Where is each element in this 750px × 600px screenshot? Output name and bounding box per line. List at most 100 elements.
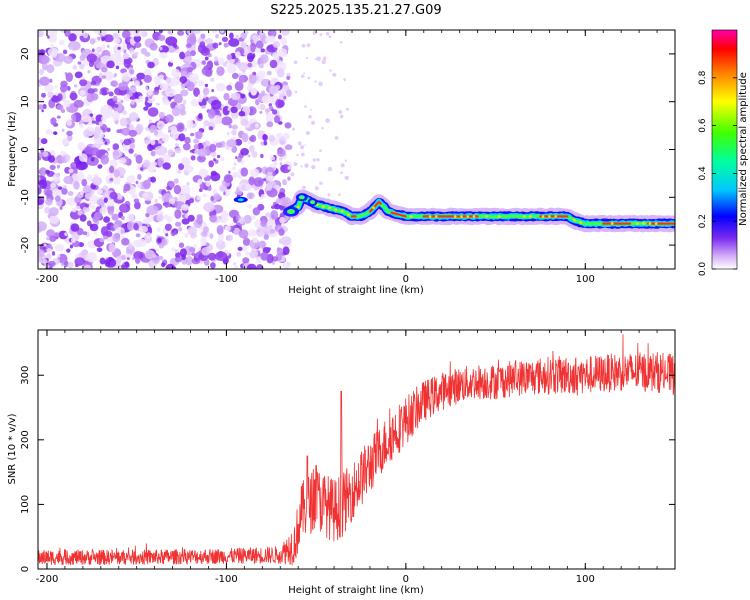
noise-blob [144, 51, 151, 57]
noise-blob [269, 85, 279, 95]
noise-blob [249, 42, 257, 53]
noise-speck [294, 90, 298, 94]
spectrogram-x-tick-label: 0 [403, 274, 409, 285]
noise-blob [177, 30, 185, 36]
noise-blob [212, 42, 219, 49]
noise-blob [139, 167, 144, 171]
noise-blob [256, 105, 262, 110]
noise-blob [158, 140, 163, 144]
noise-blob [169, 198, 176, 205]
noise-blob [159, 52, 168, 59]
snr-x-tick-label: -100 [215, 574, 238, 585]
noise-blob [69, 244, 73, 249]
noise-blob [236, 251, 241, 257]
colorbar-tick-label: 0.4 [698, 166, 708, 181]
noise-blob [279, 157, 283, 161]
noise-blob [101, 36, 105, 42]
noise-blob [128, 242, 133, 250]
noise-blob [109, 191, 118, 200]
noise-blob [45, 169, 50, 175]
noise-blob [97, 164, 103, 169]
noise-blob [255, 256, 262, 264]
noise-blob [256, 264, 264, 269]
noise-blob [101, 66, 108, 73]
noise-blob [222, 62, 228, 67]
noise-blob [106, 60, 115, 69]
signal-onset-core [287, 209, 296, 215]
noise-blob [96, 247, 103, 252]
snr-x-tick-label: 0 [403, 574, 409, 585]
noise-blob [260, 48, 266, 53]
noise-blob [213, 193, 221, 201]
noise-blob [161, 133, 170, 143]
noise-blob [50, 182, 56, 189]
noise-blob [120, 139, 123, 144]
noise-blob [134, 51, 139, 56]
noise-speck [301, 44, 306, 48]
noise-blob [269, 225, 273, 229]
noise-blob [227, 107, 231, 111]
noise-speck [319, 149, 322, 152]
noise-blob [286, 75, 291, 81]
noise-blob [133, 222, 139, 231]
noise-blob [210, 77, 215, 82]
noise-blob [209, 215, 218, 223]
noise-blob [69, 46, 73, 51]
noise-blob [121, 235, 125, 239]
signal-peak [654, 222, 658, 225]
noise-speck [327, 166, 333, 172]
noise-blob [101, 115, 107, 123]
noise-blob [38, 176, 41, 181]
snr-panel: -200 -100 0 100 0 100 200 300 Height of straigh… [7, 329, 676, 596]
noise-blob [197, 80, 205, 87]
noise-blob [260, 197, 263, 200]
noise-blob [104, 141, 108, 145]
noise-blob [196, 154, 206, 163]
noise-speck [303, 72, 305, 75]
noise-blob [204, 83, 209, 88]
noise-blob [211, 30, 217, 34]
noise-blob [227, 132, 230, 136]
noise-blob [201, 105, 206, 109]
noise-speck [287, 166, 292, 170]
noise-blob [263, 228, 270, 237]
spectrogram-y-tick-label: -20 [20, 237, 31, 253]
signal-peak [435, 215, 438, 218]
colorbar-tick-label: 0.8 [698, 70, 708, 85]
noise-blob [154, 145, 168, 156]
noise-blob [178, 242, 185, 248]
noise-blob [246, 192, 255, 200]
noise-blob [81, 178, 88, 187]
noise-blob [73, 99, 84, 108]
noise-blob [78, 121, 83, 125]
noise-blob [56, 164, 61, 169]
noise-blob [178, 163, 185, 171]
signal-peak [347, 213, 350, 216]
noise-blob [39, 97, 45, 103]
noise-blob [142, 159, 151, 168]
snr-y-tick-label: 300 [20, 366, 31, 385]
noise-blob [173, 178, 179, 184]
noise-blob [103, 108, 113, 119]
noise-blob [89, 38, 96, 45]
noise-blob [38, 54, 50, 65]
spectrogram-x-axis-label: Height of straight line (km) [288, 285, 424, 296]
noise-blob [133, 198, 140, 203]
noise-blob [238, 111, 246, 117]
noise-blob [45, 198, 53, 206]
noise-blob [54, 232, 60, 237]
noise-blob [240, 148, 250, 156]
noise-blob [220, 156, 225, 162]
noise-blob [247, 45, 251, 51]
noise-blob [142, 179, 151, 190]
noise-blob [127, 213, 135, 223]
noise-blob [100, 154, 110, 165]
noise-blob [221, 36, 229, 43]
noise-speck [314, 186, 319, 191]
signal-peak [573, 218, 576, 222]
noise-blob [47, 47, 59, 57]
noise-blob [180, 83, 186, 90]
noise-speck [300, 145, 305, 150]
noise-blob [129, 142, 136, 150]
noise-speck [310, 108, 312, 111]
